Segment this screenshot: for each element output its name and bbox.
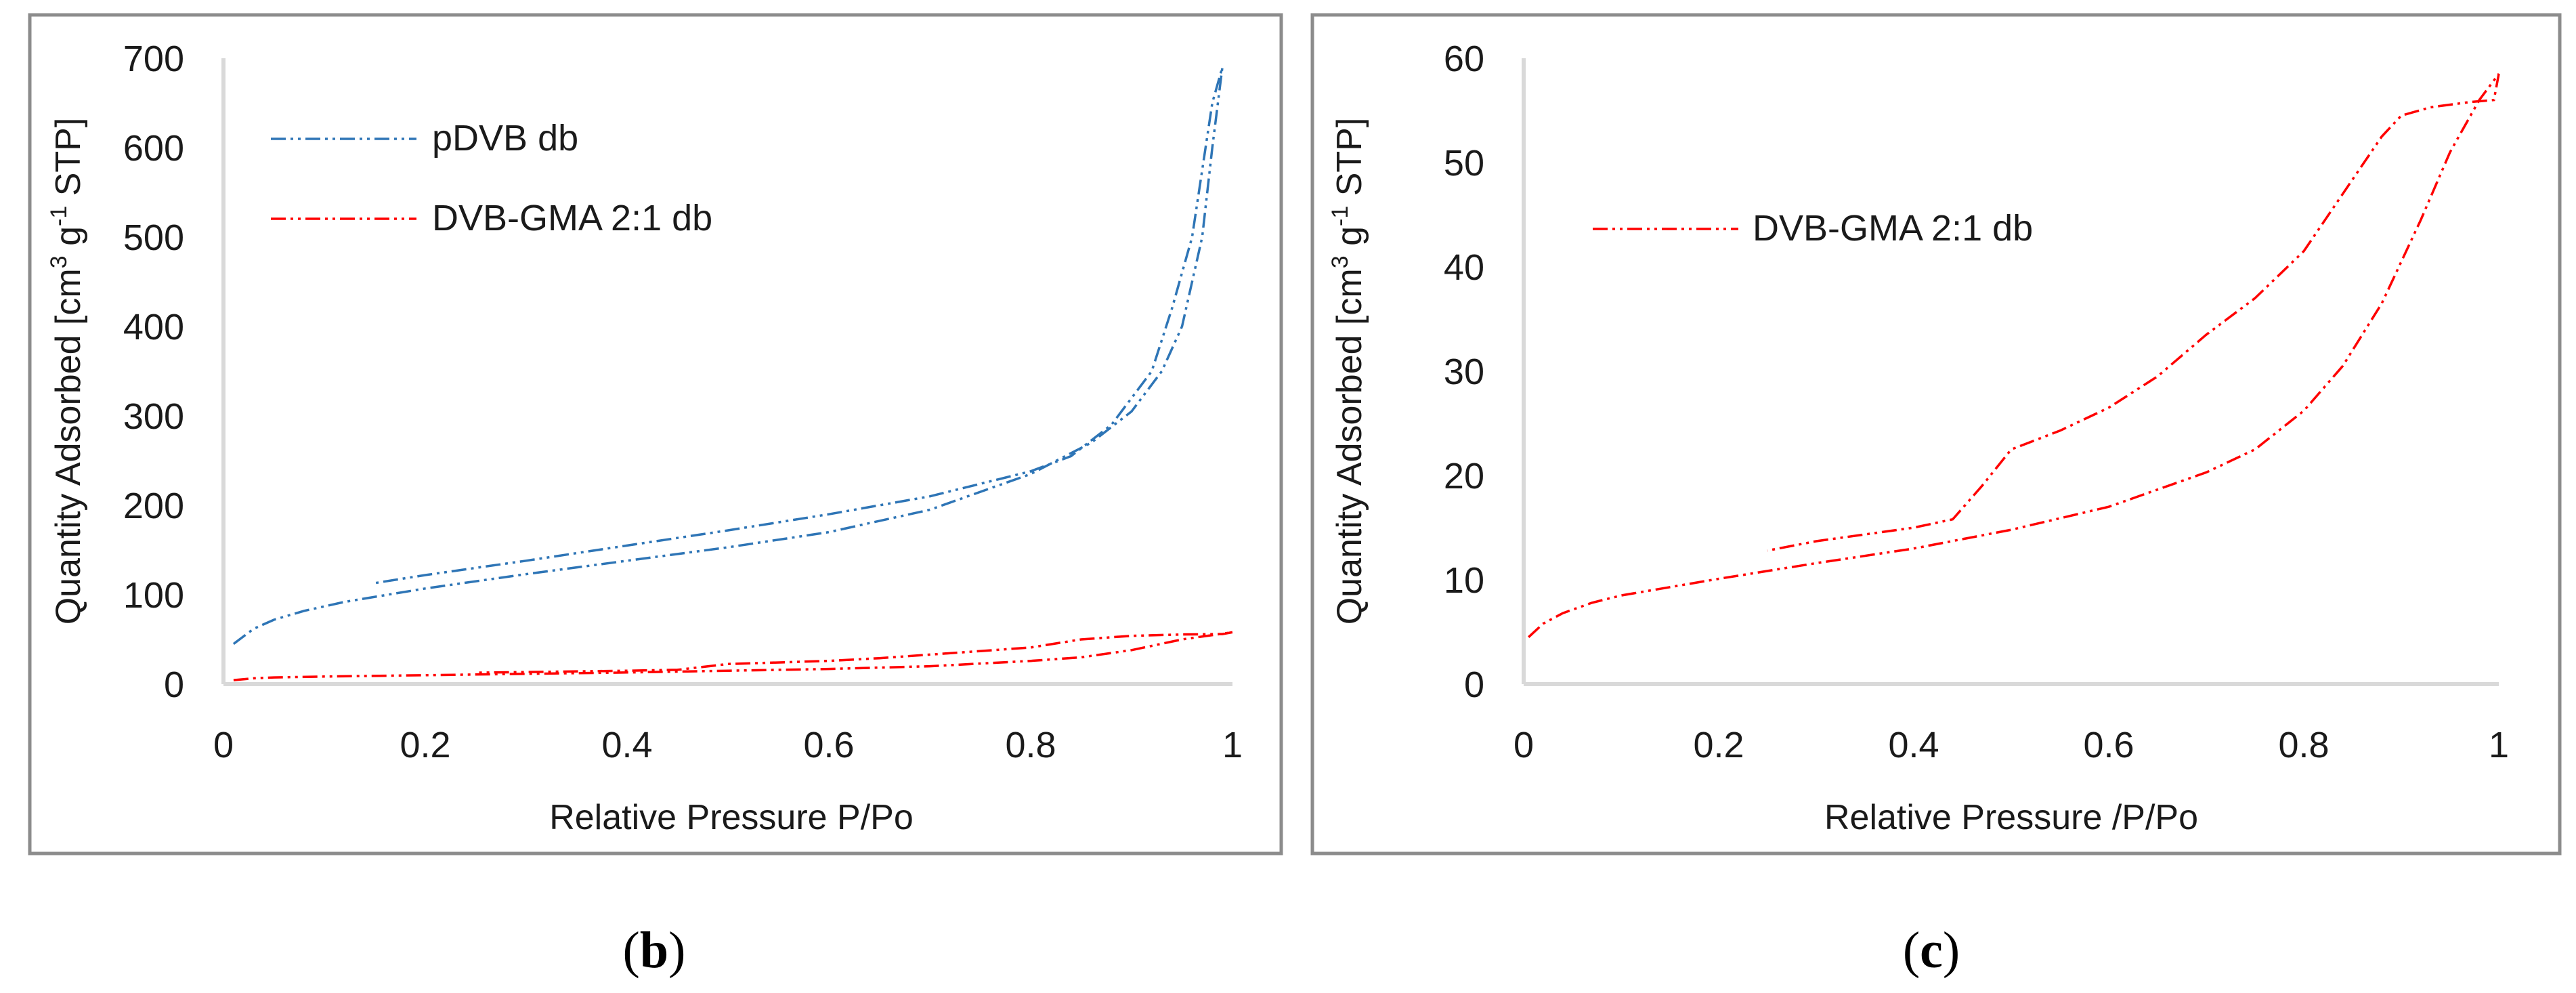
x-tick-label-c-2: 0.4 xyxy=(1888,725,1939,765)
x-tick-label-c-1: 0.2 xyxy=(1693,725,1744,765)
y-tick-label-b-7: 700 xyxy=(123,39,184,79)
x-tick-label-b-5: 1 xyxy=(1222,725,1243,765)
series-group-b xyxy=(232,66,1233,681)
x-axis-title-b: Relative Pressure P/Po xyxy=(549,798,914,837)
series-line-b-0 xyxy=(232,66,1224,645)
y-title-c-part-2: g xyxy=(1330,226,1369,255)
y-tick-label-c-1: 10 xyxy=(1444,560,1484,601)
x-tick-label-b-1: 0.2 xyxy=(400,725,450,765)
y-title-b-part-2: g xyxy=(49,226,88,255)
x-tick-label-b-0: 0 xyxy=(213,725,234,765)
panel-caption-c: (c) xyxy=(1903,922,1960,979)
y-axis-title-b: Quantity Adsorbed [cm3 g-1 STP] xyxy=(46,118,88,625)
x-tick-label-c-4: 0.8 xyxy=(2278,725,2329,765)
y-axis-title-c: Quantity Adsorbed [cm3 g-1 STP] xyxy=(1327,118,1369,625)
y-title-c-sup-2: -1 xyxy=(1327,206,1353,226)
y-title-c-part-1: Quantity Adsorbed [cm xyxy=(1330,268,1369,625)
chart-frame-c xyxy=(1310,13,2562,855)
y-title-b-sup-2: -1 xyxy=(46,206,72,226)
y-title-b-sup-1: 3 xyxy=(46,255,72,268)
panel-caption-c-letter: c xyxy=(1920,922,1943,979)
y-title-c-part-3: STP] xyxy=(1330,118,1369,206)
y-tick-label-c-3: 30 xyxy=(1444,352,1484,392)
legend-label-dvb-gma-b: DVB-GMA 2:1 db xyxy=(432,198,712,238)
y-tick-label-b-5: 500 xyxy=(123,217,184,258)
x-tick-label-b-4: 0.8 xyxy=(1005,725,1056,765)
x-tick-label-b-2: 0.4 xyxy=(601,725,652,765)
legend-label-dvb-gma-c: DVB-GMA 2:1 db xyxy=(1753,208,2033,249)
x-axis-title-c: Relative Pressure /P/Po xyxy=(1824,798,2198,837)
y-tick-label-b-4: 400 xyxy=(123,307,184,347)
x-tick-labels-b: 0 0.2 0.4 0.6 0.8 1 xyxy=(213,725,1243,765)
chart-panel-b: 0 0.2 0.4 0.6 0.8 1 0 100 200 300 400 500 600 700 pD… xyxy=(28,13,1283,855)
x-tick-labels-c: 0 0.2 0.4 0.6 0.8 1 xyxy=(1514,725,2509,765)
panel-caption-b: (b) xyxy=(623,922,686,979)
y-tick-label-b-3: 300 xyxy=(123,396,184,437)
x-tick-label-c-5: 1 xyxy=(2489,725,2509,765)
series-line-c-0 xyxy=(1528,73,2500,638)
x-tick-label-c-0: 0 xyxy=(1514,725,1534,765)
y-tick-label-c-2: 20 xyxy=(1444,456,1484,496)
legend-c: DVB-GMA 2:1 db xyxy=(1593,208,2033,249)
legend-b: pDVB db DVB-GMA 2:1 db xyxy=(271,118,712,238)
y-tick-label-b-0: 0 xyxy=(164,664,184,705)
y-tick-label-c-6: 60 xyxy=(1444,39,1484,79)
chart-panel-c: 0 0.2 0.4 0.6 0.8 1 0 10 20 30 40 50 60 DVB-GMA 2:1… xyxy=(1310,13,2562,855)
chart-frame-b xyxy=(28,13,1283,855)
y-tick-label-b-6: 600 xyxy=(123,128,184,169)
y-title-b-part-1: Quantity Adsorbed [cm xyxy=(49,268,88,625)
y-tick-label-c-0: 0 xyxy=(1464,664,1484,705)
y-title-c-sup-1: 3 xyxy=(1327,255,1353,268)
y-title-b-part-3: STP] xyxy=(49,118,88,206)
series-group-c xyxy=(1528,73,2500,638)
y-tick-label-c-5: 50 xyxy=(1444,143,1484,184)
y-tick-label-b-2: 200 xyxy=(123,486,184,526)
y-tick-label-b-1: 100 xyxy=(123,575,184,616)
x-tick-label-c-3: 0.6 xyxy=(2083,725,2134,765)
x-tick-label-b-3: 0.6 xyxy=(803,725,854,765)
panel-caption-b-letter: b xyxy=(640,922,668,979)
legend-label-pdvb: pDVB db xyxy=(432,118,578,159)
y-tick-labels-c: 0 10 20 30 40 50 60 xyxy=(1444,39,1484,705)
y-tick-labels-b: 0 100 200 300 400 500 600 700 xyxy=(123,39,184,705)
y-tick-label-c-4: 40 xyxy=(1444,247,1484,288)
